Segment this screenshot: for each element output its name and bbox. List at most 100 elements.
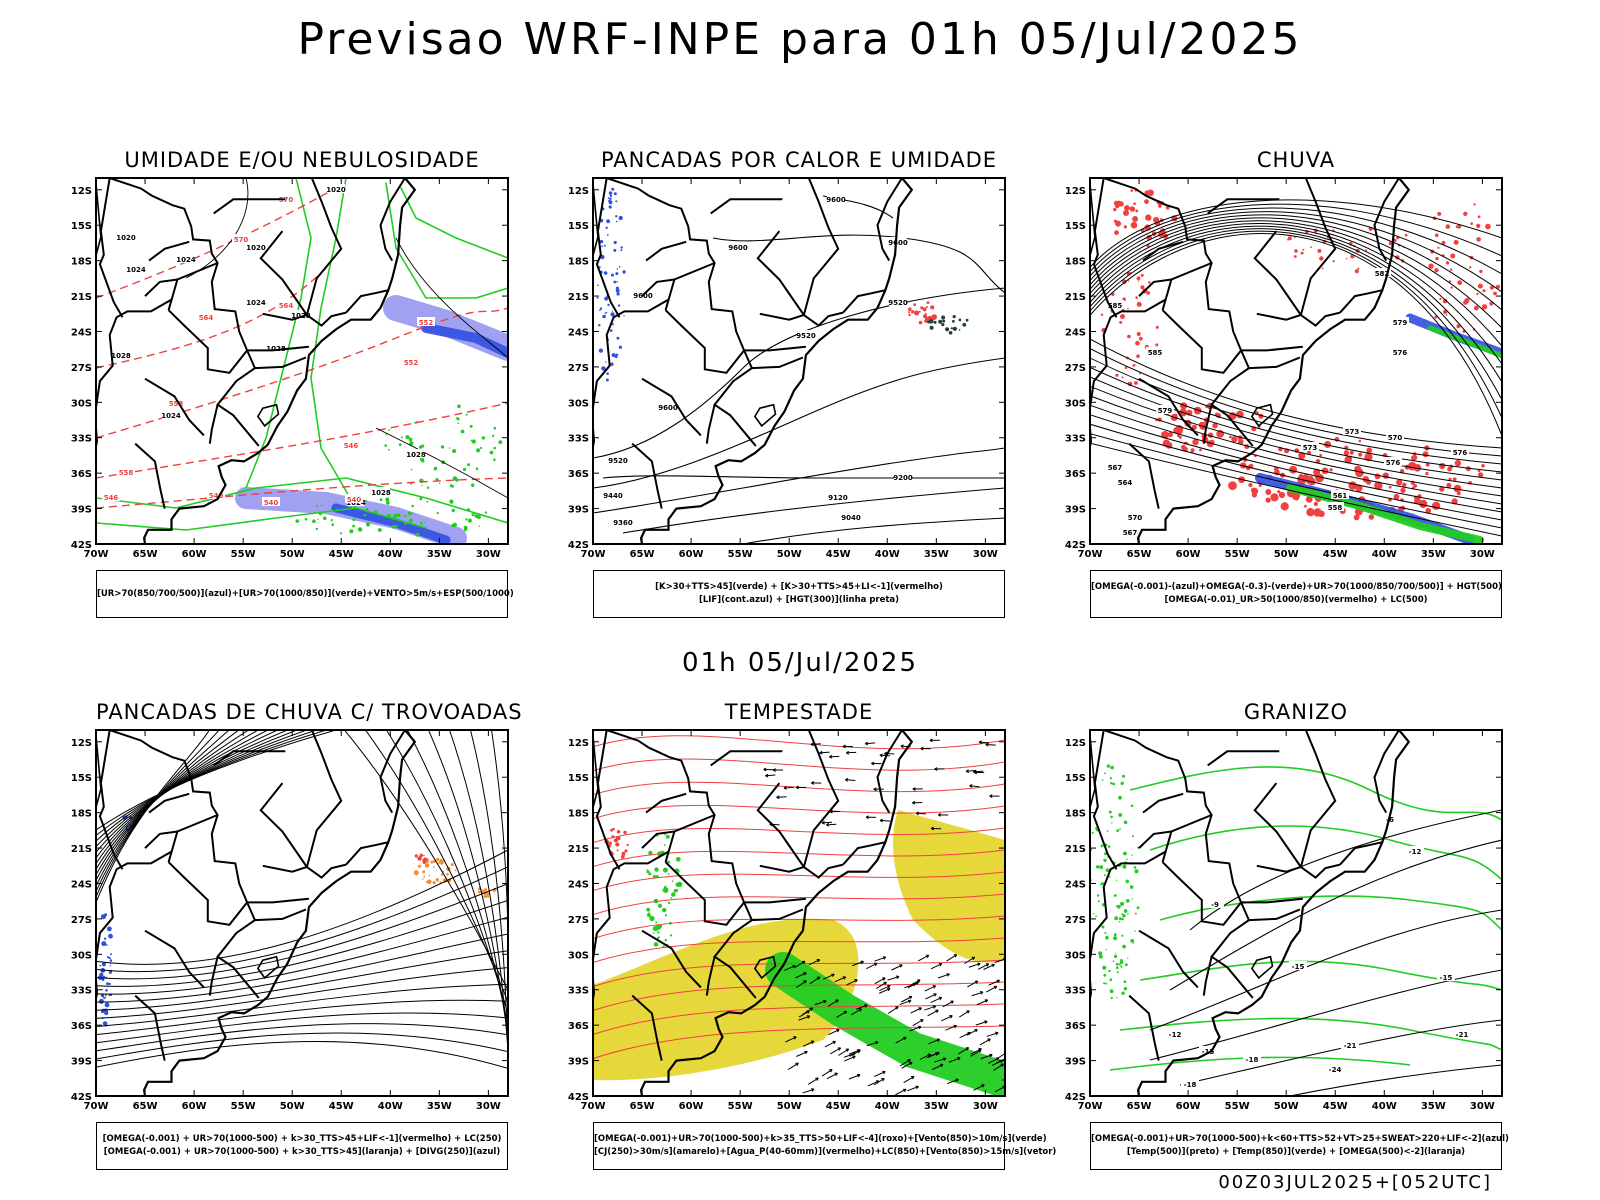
lon-tick-label: 45W (1323, 549, 1348, 560)
wind-vector-cluster (471, 483, 475, 487)
rain-area (1317, 248, 1322, 253)
cloud-cluster (929, 325, 934, 330)
lat-tick-label: 30S (71, 950, 92, 961)
lon-tick-label: 70W (581, 549, 606, 560)
lat-tick-label: 36S (71, 1021, 92, 1032)
contour-label: 570 (1128, 514, 1143, 522)
thunderstorm-red-area (422, 858, 427, 863)
rain-area (1304, 504, 1307, 508)
streamline (96, 849, 508, 965)
wind-vector (991, 1059, 1003, 1066)
streamline (427, 730, 508, 1039)
temp850-contour (1112, 782, 1116, 786)
lifted-index-contour (616, 281, 618, 283)
wind-vector (928, 1038, 940, 1045)
divergence-area (107, 956, 110, 959)
rain-area (1445, 224, 1451, 229)
contour-label: 573 (1345, 428, 1360, 436)
temp850-contour (1149, 825, 1502, 881)
wind-vector-cluster (460, 429, 465, 434)
rain-area (1136, 301, 1142, 307)
strong-wind-area (655, 921, 658, 924)
temp850-contour (1127, 957, 1129, 959)
political-border (1202, 404, 1213, 444)
lon-tick-label: 30W (1470, 549, 1495, 560)
rain-area (1477, 283, 1483, 289)
lat-tick-label: 21S (71, 844, 92, 855)
legend-line: [OMEGA(-0.01)_UR>50(1000/850)(vermelho) … (1164, 595, 1428, 605)
wind-vector-cluster (481, 436, 486, 440)
strong-wind-area (665, 835, 670, 839)
wind-vector-cluster (408, 518, 413, 523)
temp850-contour (1108, 810, 1112, 814)
streamline (1090, 338, 1502, 449)
wind-vector (821, 1069, 833, 1077)
forecast-map: -6-9-12-15-15-12-15-18-21-21-24-1812S15S… (1065, 729, 1503, 1112)
political-border (167, 861, 248, 926)
temp850-contour (1110, 815, 1113, 819)
rain-area (1306, 508, 1315, 517)
lifted-index-contour (613, 248, 617, 252)
divergence-area (105, 944, 108, 946)
omega-strong-area (1427, 325, 1502, 359)
lon-tick-label: 45W (826, 1101, 851, 1112)
strong-wind-area (656, 834, 659, 837)
lifted-index-contour (616, 336, 620, 340)
temp850-contour (1108, 875, 1111, 878)
rain-area (1130, 221, 1138, 229)
rain-area (1496, 284, 1500, 289)
wind-vector (834, 976, 846, 983)
rain-area (1439, 297, 1442, 301)
lifted-index-contour (598, 324, 601, 327)
political-border (751, 908, 804, 922)
wind-vector (964, 956, 975, 965)
rain-area (1349, 450, 1354, 455)
strong-wind-area (765, 952, 1005, 1096)
rain-area (1374, 481, 1383, 490)
legend-line: [OMEGA(-0.001) + UR>70(1000-500) + k>30_… (102, 1134, 502, 1144)
temp850-contour (1101, 903, 1106, 907)
wind-vector (925, 993, 937, 1000)
lifted-index-contour (610, 312, 615, 317)
wind-vector (973, 1084, 985, 1091)
temp850-contour (1118, 963, 1121, 966)
contour-label: 1024 (126, 266, 146, 274)
wind-vector (983, 964, 995, 970)
rain-area (1324, 441, 1332, 448)
wind-vector (969, 785, 980, 788)
rain-area (1248, 482, 1253, 488)
temp850-contour (1131, 854, 1133, 856)
wind-vector-cluster (365, 522, 371, 527)
rain-area (1265, 497, 1271, 503)
contour-label: 585 (1148, 349, 1163, 357)
heat-shower-area (925, 317, 929, 321)
wind-vector (821, 821, 832, 824)
temp850-contour (1104, 931, 1107, 934)
wind-vector (945, 1025, 957, 1031)
lifted-index-contour (603, 244, 606, 247)
rain-area (1129, 206, 1136, 212)
temp850-contour (1116, 829, 1119, 832)
low-humidity-contour (245, 178, 312, 489)
political-border (1241, 897, 1303, 904)
lifted-index-contour (607, 303, 610, 307)
map-borders (593, 178, 914, 544)
lon-tick-label: 50W (280, 549, 305, 560)
streamline (593, 827, 1005, 844)
temp850-contour (1123, 980, 1127, 983)
temp850-contour (1118, 917, 1122, 921)
political-border (595, 730, 621, 870)
wind-vector (895, 1036, 907, 1044)
temp850-contour (1114, 916, 1119, 921)
rain-area (1469, 266, 1472, 269)
lifted-index-contour (601, 366, 606, 371)
political-border (1103, 730, 1254, 999)
rain-area (1482, 289, 1486, 293)
lon-tick-label: 45W (329, 1101, 354, 1112)
wind-vector (814, 1000, 827, 1006)
contour-labels: 582 579 576 585 585 579 573 570 576 567 564 561 558 5… (1106, 268, 1469, 537)
wind-vector (845, 779, 856, 781)
political-border (1202, 956, 1213, 996)
lat-tick-label: 15S (568, 773, 589, 784)
thunderstorm-red-area (417, 856, 422, 861)
